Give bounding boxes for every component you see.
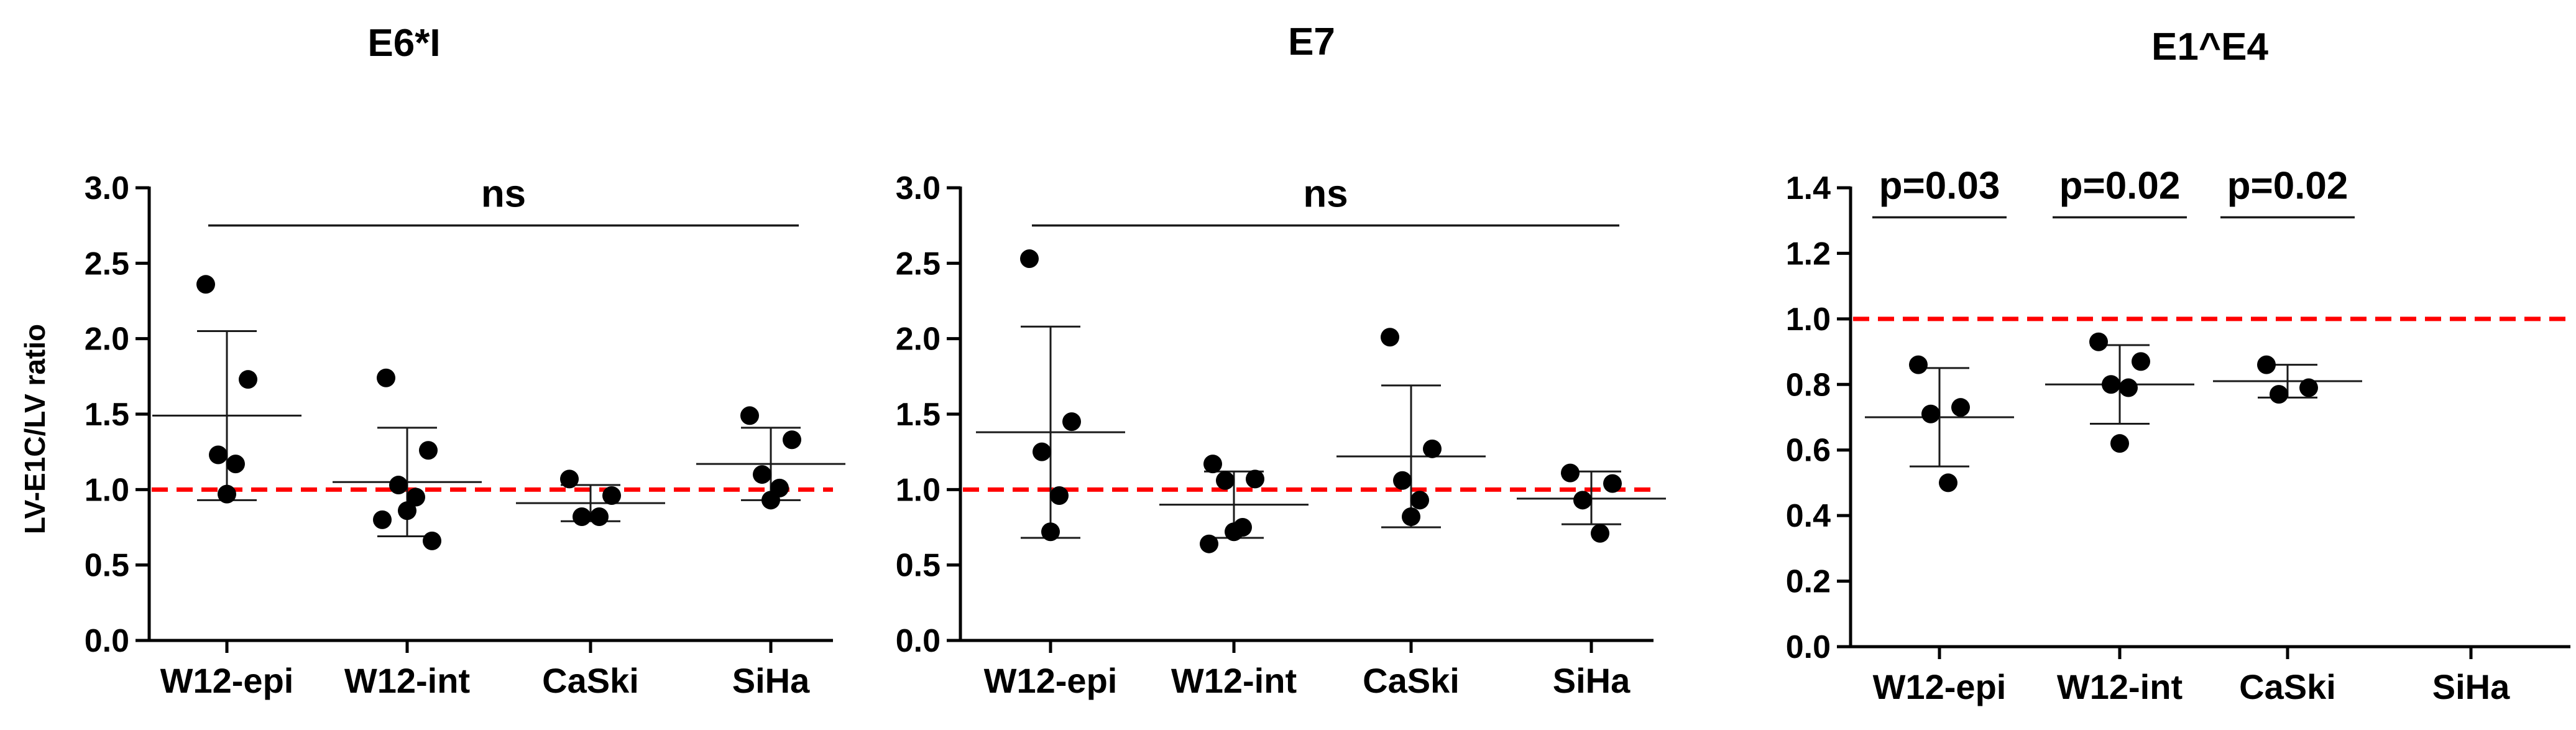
- y-tick-label: 3.0: [85, 170, 129, 206]
- data-point: [2102, 375, 2120, 394]
- data-point: [2270, 385, 2288, 404]
- y-tick-label: 0.5: [85, 548, 129, 584]
- data-point: [423, 531, 441, 550]
- data-point: [573, 507, 591, 527]
- y-tick-label: 0.5: [896, 548, 941, 584]
- data-point: [1033, 442, 1051, 461]
- panel-e1e4: E1^E4 0.0 0.2 0.4 0.6 0.8 1.0 1.2 1.4 W12-epi W12…: [1786, 25, 2570, 706]
- data-point: [419, 441, 438, 460]
- data-point: [1591, 524, 1609, 543]
- data-point: [1561, 463, 1580, 483]
- data-point: [1041, 522, 1060, 542]
- data-point: [1200, 534, 1218, 553]
- y-tick-label: 1.2: [1786, 236, 1831, 272]
- data-point: [1246, 469, 1264, 489]
- x-tick-label: SiHa: [2432, 667, 2510, 706]
- y-tick-label: 1.5: [896, 397, 941, 433]
- y-tick-label: 1.0: [896, 472, 941, 508]
- x-tick-label: SiHa: [1553, 661, 1631, 700]
- data-point: [1216, 471, 1235, 490]
- data-point: [740, 406, 759, 425]
- data-point: [1423, 439, 1442, 458]
- x-tick-label: W12-int: [344, 661, 470, 700]
- y-tick-label: 3.0: [896, 170, 941, 206]
- x-tick-label: W12-int: [1171, 661, 1297, 700]
- data-point: [753, 465, 771, 484]
- data-point: [1573, 491, 1592, 510]
- y-tick-label: 2.5: [85, 246, 129, 282]
- data-point: [373, 510, 392, 529]
- y-tick-label: 2.5: [896, 246, 941, 282]
- data-point: [2089, 332, 2108, 351]
- data-point: [407, 487, 425, 507]
- significance-label: p=0.02: [2059, 164, 2181, 207]
- x-tick-label: SiHa: [732, 661, 810, 700]
- y-tick-label: 0.0: [85, 623, 129, 659]
- significance-label: p=0.03: [1879, 164, 2000, 207]
- panel-e1e4-title: E1^E4: [2151, 25, 2268, 68]
- y-tick-label: 0.6: [1786, 433, 1831, 469]
- data-point: [1203, 455, 1222, 474]
- data-point: [1951, 398, 1970, 417]
- panel-e6i: E6*I 0.0 0.5 1.0 1.5 2.0 2.5 3.0 W12-epi W12-int…: [85, 22, 845, 700]
- data-point: [1410, 491, 1429, 510]
- data-point: [377, 368, 395, 387]
- significance-label: ns: [481, 173, 526, 216]
- y-tick-label: 2.0: [896, 321, 941, 358]
- data-point: [239, 370, 257, 389]
- data-point: [226, 455, 245, 474]
- data-point: [560, 469, 579, 489]
- data-point: [2119, 378, 2138, 397]
- data-point: [1921, 404, 1940, 423]
- data-point: [2299, 378, 2318, 397]
- data-point: [209, 445, 228, 464]
- x-tick-label: CaSki: [2239, 667, 2336, 706]
- data-point: [1062, 412, 1081, 432]
- data-point: [1225, 522, 1243, 542]
- y-axis-label: LV-E1C/LV ratio: [19, 324, 51, 534]
- x-tick-label: CaSki: [1363, 661, 1460, 700]
- panel-e7-title: E7: [1288, 21, 1335, 63]
- data-point: [2132, 352, 2150, 371]
- y-tick-label: 2.0: [85, 321, 129, 358]
- data-point: [2257, 355, 2276, 374]
- data-point: [1603, 474, 1622, 493]
- data-point: [2110, 434, 2129, 453]
- data-point: [783, 430, 801, 450]
- data-point: [1939, 473, 1957, 492]
- x-tick-label: W12-epi: [984, 661, 1118, 700]
- panel-e6i-title: E6*I: [367, 22, 440, 65]
- x-tick-label: W12-epi: [1873, 667, 2007, 706]
- y-tick-label: 0.8: [1786, 367, 1831, 403]
- panel-e7: E7 0.0 0.5 1.0 1.5 2.0 2.5 3.0 W12-epi W12-int Ca…: [896, 21, 1666, 700]
- significance-label: p=0.02: [2227, 164, 2348, 207]
- data-point: [761, 491, 780, 510]
- data-point: [1050, 486, 1069, 506]
- y-tick-label: 0.2: [1786, 564, 1831, 600]
- significance-label: ns: [1303, 173, 1348, 216]
- y-tick-label: 0.0: [896, 623, 941, 659]
- data-point: [196, 275, 215, 294]
- y-tick-label: 0.4: [1786, 498, 1831, 534]
- data-point: [1381, 328, 1399, 347]
- data-point: [590, 507, 609, 527]
- data-point: [1393, 471, 1412, 490]
- x-tick-label: W12-epi: [160, 661, 294, 700]
- data-point: [398, 501, 416, 520]
- y-tick-label: 0.0: [1786, 629, 1831, 665]
- data-point: [1909, 355, 1928, 374]
- data-point: [389, 476, 408, 495]
- data-point: [1402, 507, 1420, 527]
- data-point: [1020, 249, 1039, 269]
- y-tick-label: 1.0: [1786, 302, 1831, 338]
- x-tick-label: W12-int: [2057, 667, 2183, 706]
- data-point: [602, 486, 621, 506]
- y-tick-label: 1.4: [1786, 170, 1831, 206]
- y-tick-label: 1.5: [85, 397, 129, 433]
- x-tick-label: CaSki: [542, 661, 639, 700]
- y-tick-label: 1.0: [85, 472, 129, 508]
- data-point: [218, 484, 236, 504]
